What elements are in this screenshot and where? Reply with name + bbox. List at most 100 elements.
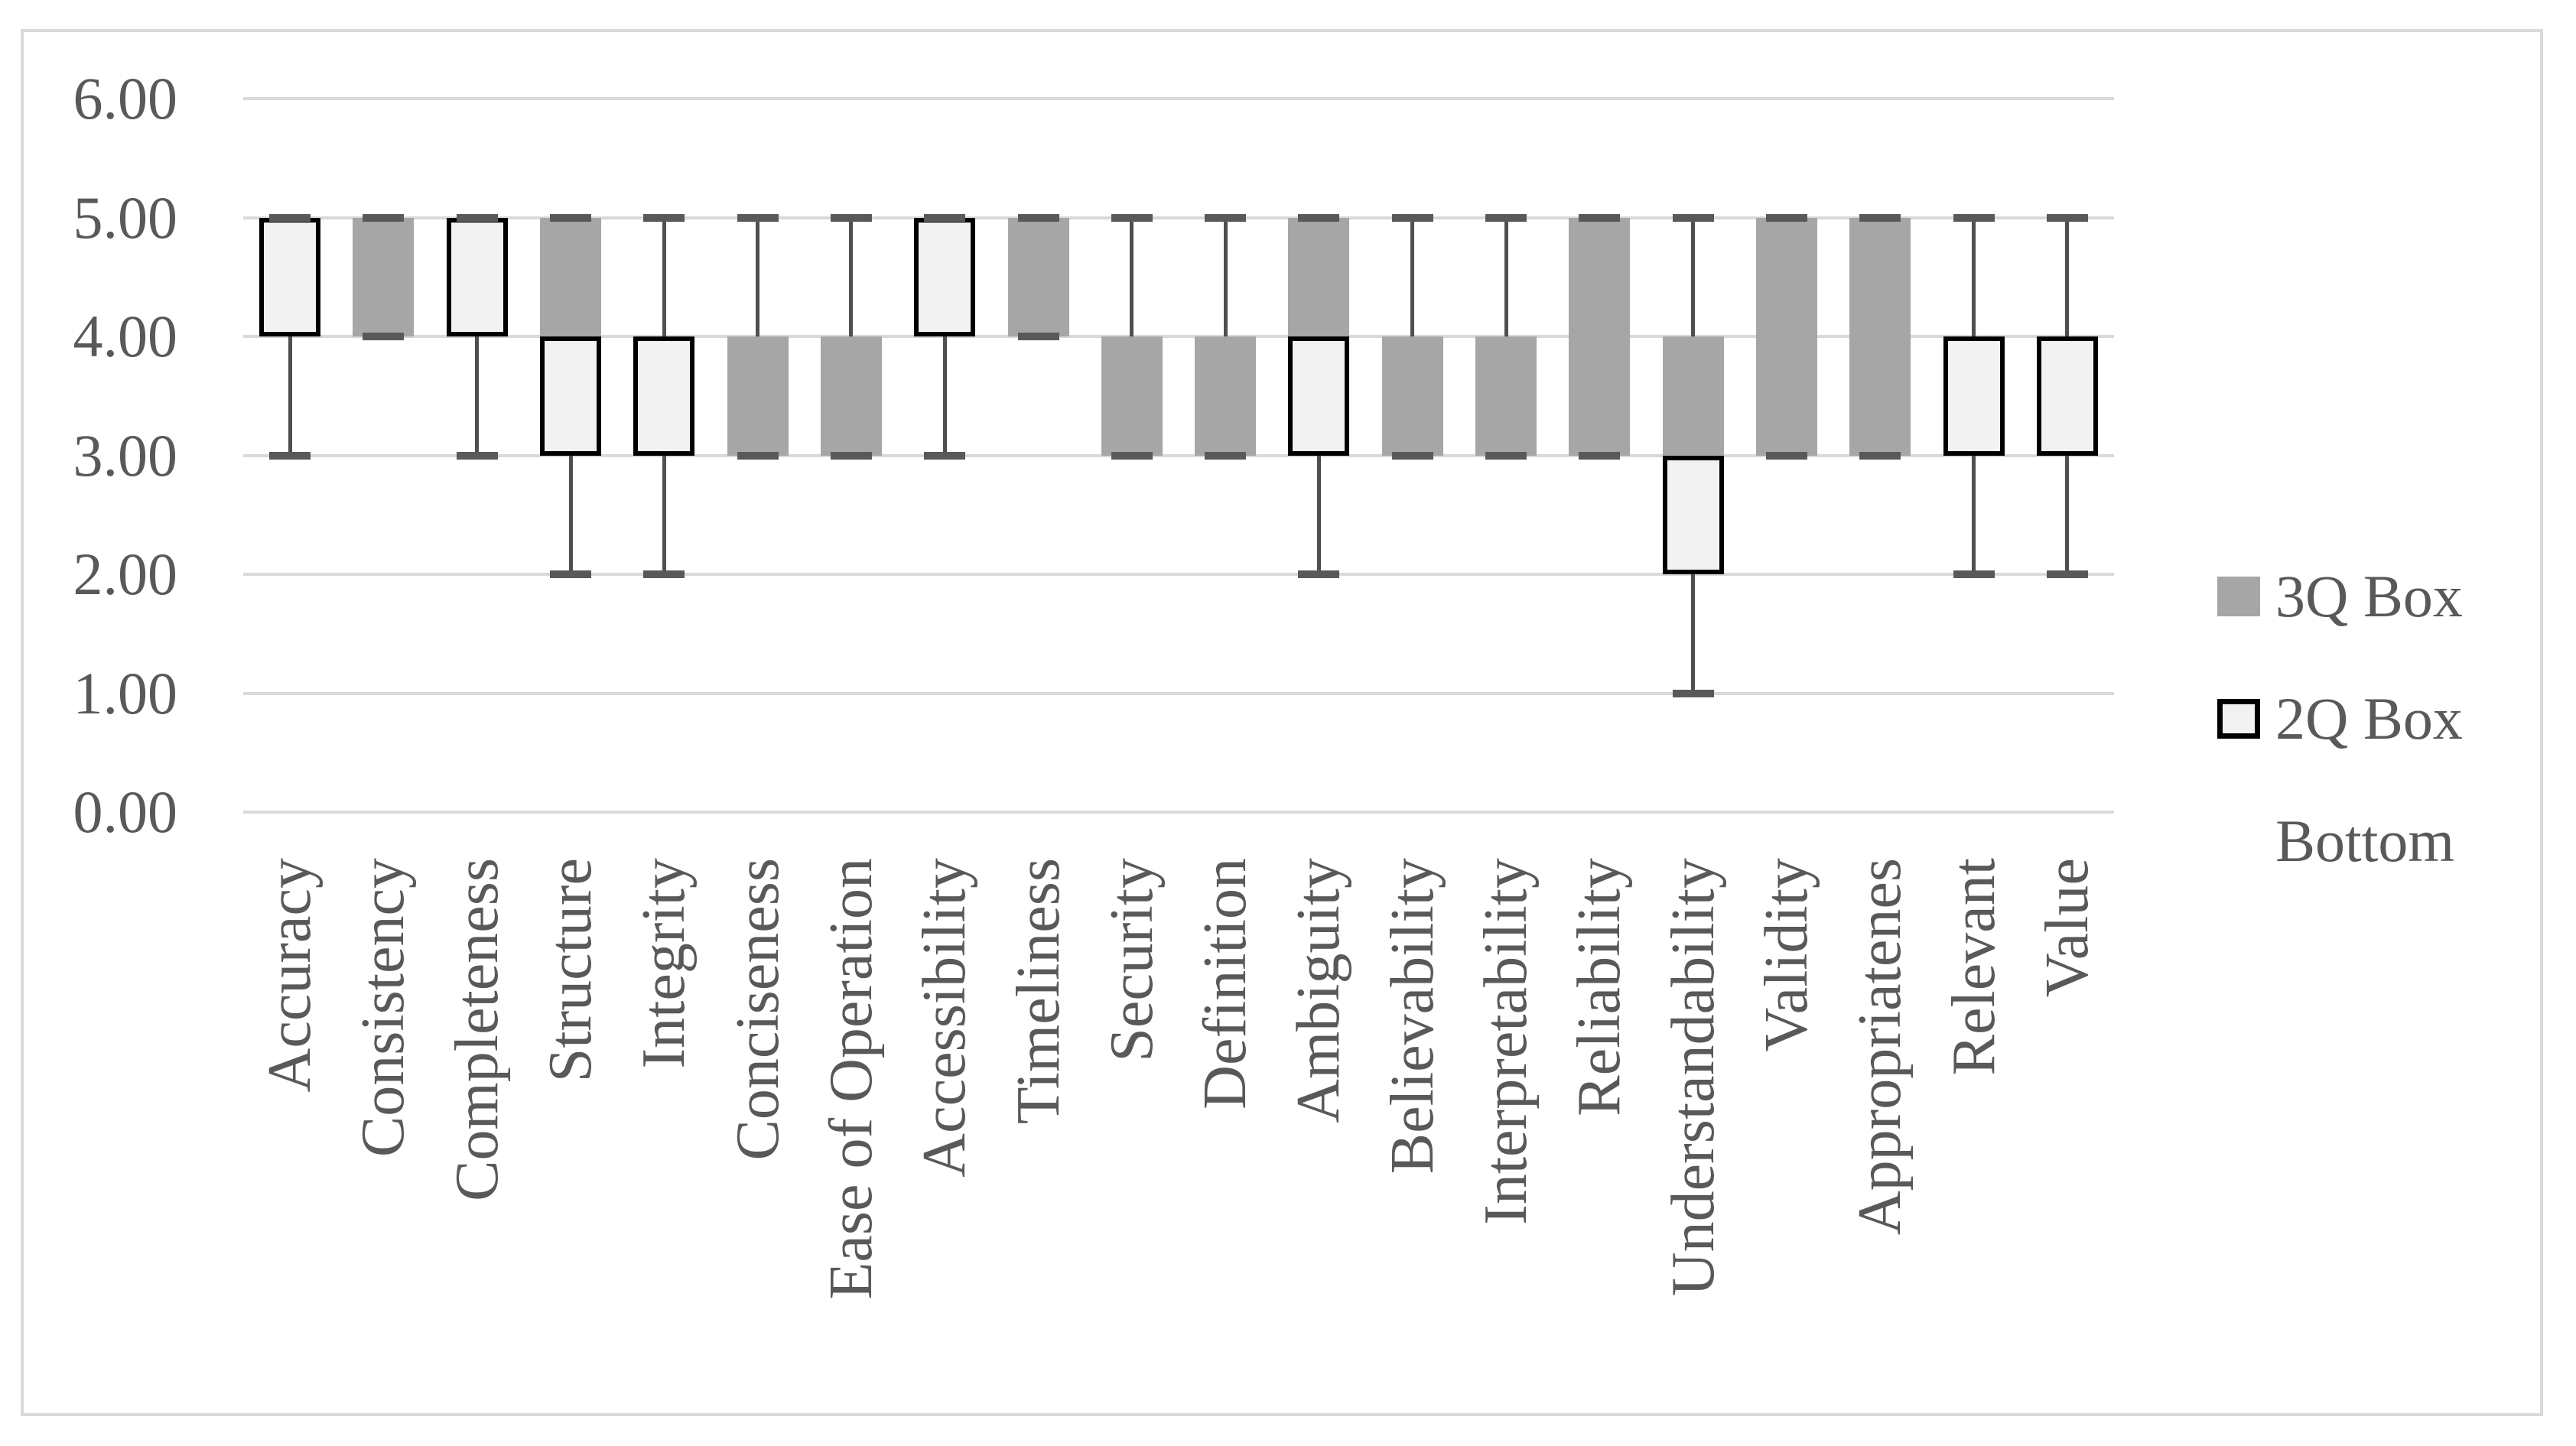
x-axis-label: Integrity — [630, 858, 698, 1069]
legend-item: 3Q Box — [2217, 563, 2463, 629]
whisker-line — [2065, 455, 2070, 574]
box-3q — [540, 217, 602, 336]
box-3q — [1569, 217, 1631, 456]
whisker-line — [756, 217, 760, 336]
box-2q — [259, 217, 321, 336]
box-3q — [1101, 336, 1163, 456]
whisker-cap — [1579, 451, 1621, 460]
whisker-line — [288, 336, 292, 456]
whisker-line — [1691, 217, 1696, 336]
box-2q — [540, 336, 602, 456]
box-2q — [1662, 455, 1724, 574]
whisker-cap — [1111, 451, 1153, 460]
whisker-line — [849, 217, 854, 336]
y-axis-label: 1.00 — [73, 659, 178, 726]
legend-swatch-3q-box — [2217, 577, 2260, 616]
gridline — [243, 573, 2114, 576]
x-axis-label: Believability — [1378, 858, 1446, 1175]
whisker-cap — [550, 213, 592, 222]
whisker-cap — [1485, 451, 1527, 460]
y-axis-label: 2.00 — [73, 541, 178, 607]
figure-frame — [21, 29, 2543, 1416]
box-3q — [1849, 217, 1911, 456]
whisker-cap — [1391, 213, 1433, 222]
box-2q — [914, 217, 976, 336]
box-3q — [727, 336, 789, 456]
x-axis-label: Interpretability — [1472, 858, 1540, 1225]
whisker-cap — [1298, 570, 1340, 578]
whisker-cap — [643, 570, 685, 578]
x-axis-label: Completeness — [443, 858, 511, 1201]
whisker-cap — [1859, 213, 1901, 222]
whisker-cap — [924, 451, 966, 460]
whisker-cap — [1205, 213, 1247, 222]
whisker-line — [1130, 217, 1134, 336]
box-3q — [353, 217, 415, 336]
whisker-cap — [737, 451, 779, 460]
legend-item: Bottom — [2217, 807, 2454, 874]
whisker-line — [568, 455, 573, 574]
x-axis-label: Accessibility — [911, 858, 979, 1178]
whisker-line — [1972, 455, 1976, 574]
whisker-line — [1691, 574, 1696, 694]
box-2q — [2036, 336, 2098, 456]
whisker-cap — [1672, 213, 1714, 222]
box-2q — [633, 336, 695, 456]
y-axis-label: 0.00 — [73, 778, 178, 845]
whisker-cap — [1765, 213, 1807, 222]
whisker-cap — [1579, 213, 1621, 222]
whisker-line — [1972, 217, 1976, 336]
whisker-cap — [830, 451, 872, 460]
whisker-cap — [269, 213, 311, 222]
x-axis-label: Reliability — [1566, 858, 1634, 1116]
x-axis-label: Appropriatenes — [1846, 858, 1914, 1236]
whisker-cap — [550, 570, 592, 578]
box-3q — [1381, 336, 1443, 456]
whisker-line — [1504, 217, 1508, 336]
x-axis-label: Understandability — [1659, 858, 1727, 1297]
gridline — [243, 216, 2114, 219]
y-axis-label: 5.00 — [73, 184, 178, 251]
whisker-cap — [1953, 213, 1995, 222]
whisker-cap — [737, 213, 779, 222]
whisker-cap — [924, 213, 966, 222]
box-2q — [1288, 336, 1350, 456]
whisker-cap — [2046, 570, 2088, 578]
x-axis-label: Ease of Operation — [817, 858, 885, 1300]
x-axis-label: Conciseness — [724, 858, 792, 1161]
x-axis-label: Accuracy — [256, 858, 324, 1093]
x-axis-label: Structure — [537, 858, 605, 1083]
legend-label: 2Q Box — [2275, 685, 2463, 752]
whisker-cap — [2046, 213, 2088, 222]
box-3q — [1475, 336, 1537, 456]
box-2q — [1943, 336, 2005, 456]
y-axis-label: 6.00 — [73, 65, 178, 132]
whisker-cap — [1859, 451, 1901, 460]
whisker-line — [942, 336, 947, 456]
whisker-cap — [1298, 213, 1340, 222]
whisker-cap — [363, 213, 405, 222]
x-axis-label: Validity — [1752, 858, 1820, 1052]
x-axis-label: Consistency — [350, 858, 418, 1158]
box-3q — [1195, 336, 1257, 456]
whisker-cap — [269, 451, 311, 460]
legend-item: 2Q Box — [2217, 685, 2463, 752]
whisker-line — [1316, 455, 1321, 574]
box-3q — [1755, 217, 1817, 456]
x-axis-label: Relevant — [1940, 858, 2008, 1076]
whisker-line — [662, 217, 666, 336]
whisker-cap — [456, 213, 498, 222]
whisker-cap — [456, 451, 498, 460]
gridline — [243, 335, 2114, 338]
whisker-cap — [830, 213, 872, 222]
whisker-line — [2065, 217, 2070, 336]
box-3q — [1288, 217, 1350, 336]
x-axis-label: Timeliness — [1004, 858, 1072, 1125]
whisker-cap — [1672, 689, 1714, 697]
whisker-cap — [643, 213, 685, 222]
x-axis-label: Definition — [1192, 858, 1260, 1110]
box-3q — [1007, 217, 1069, 336]
box-3q — [1662, 336, 1724, 456]
gridline — [243, 453, 2114, 457]
